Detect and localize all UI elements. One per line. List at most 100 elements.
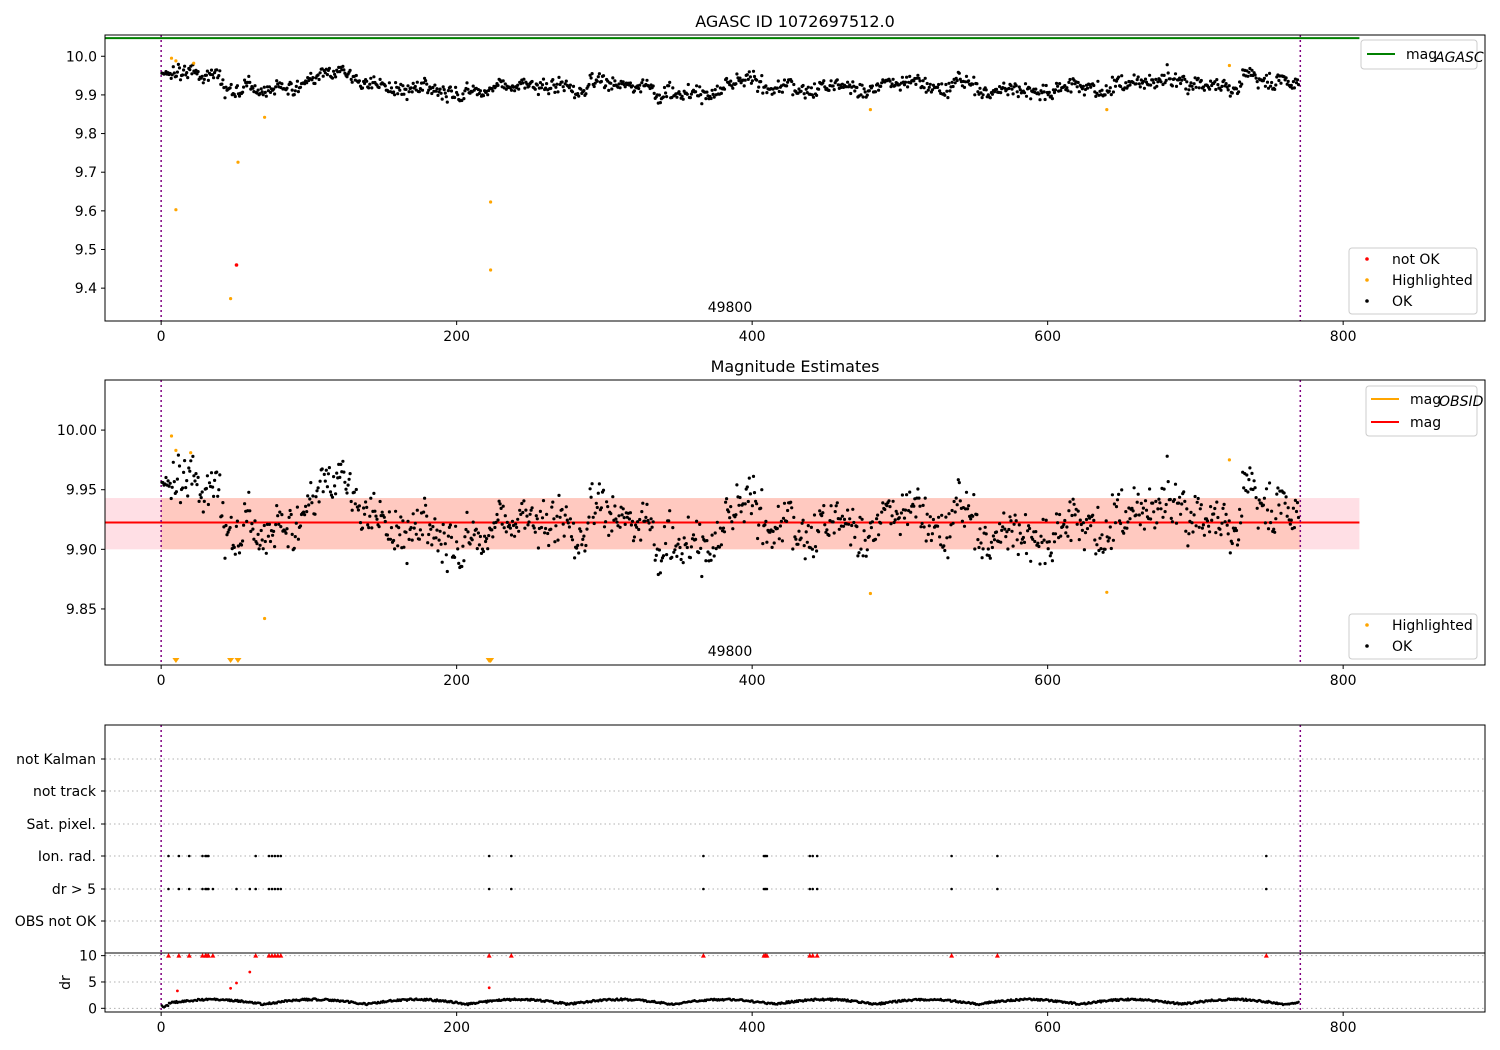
ok-point [1165, 454, 1169, 458]
ok-point [761, 542, 765, 546]
ok-point [242, 85, 246, 89]
ok-point [877, 533, 881, 537]
ok-point [957, 481, 961, 485]
ok-point [205, 69, 209, 73]
ok-point [285, 527, 289, 531]
ok-point [1238, 80, 1242, 84]
ok-point [424, 79, 428, 83]
legend-subscript: AGASC [1434, 50, 1484, 66]
ok-point [1262, 496, 1266, 500]
ok-point [680, 94, 684, 98]
ok-point [979, 91, 983, 95]
ok-point [564, 79, 568, 83]
ok-point [341, 64, 345, 68]
ok-point [370, 86, 374, 90]
ok-point [772, 91, 776, 95]
ok-point [900, 75, 905, 79]
ok-point [780, 90, 785, 94]
ok-point [1083, 531, 1088, 535]
ok-point [678, 545, 682, 550]
ok-point [848, 517, 852, 521]
ok-point [665, 553, 669, 557]
ok-point [229, 82, 233, 87]
ok-point [922, 525, 926, 529]
ok-point [268, 90, 273, 94]
ok-point [189, 459, 193, 463]
ok-point [235, 84, 239, 88]
ok-point [761, 91, 765, 95]
ok-point [700, 574, 704, 579]
ok-point [1069, 538, 1073, 543]
ok-point [1037, 544, 1041, 549]
ok-point [601, 74, 606, 78]
ok-point [861, 554, 865, 558]
ok-point [343, 480, 347, 484]
ok-point [177, 66, 182, 70]
ok-point [1201, 523, 1205, 527]
ok-point [1122, 531, 1126, 535]
ok-point [709, 96, 713, 101]
ok-point [1163, 510, 1167, 514]
ok-point [1259, 501, 1263, 505]
ok-point [772, 541, 776, 545]
ok-point [857, 551, 861, 555]
ok-point [1219, 533, 1223, 537]
ok-point [404, 87, 408, 91]
ok-point [298, 524, 303, 528]
ok-point [811, 555, 816, 559]
ok-point [1135, 78, 1139, 82]
ok-point [840, 514, 845, 518]
ok-point [571, 521, 576, 525]
ok-point [958, 499, 962, 503]
ok-point [1174, 84, 1179, 88]
ok-point [576, 92, 580, 96]
ok-point [953, 81, 957, 85]
ok-point [1126, 520, 1130, 524]
ok-point [1103, 547, 1107, 551]
ok-point [544, 526, 548, 531]
ok-point [1151, 501, 1155, 505]
ok-point [363, 512, 367, 516]
ok-point [952, 499, 956, 504]
ok-point [252, 537, 256, 541]
ok-point [568, 83, 573, 87]
ok-point [746, 77, 750, 81]
ok-point [338, 70, 342, 74]
ok-point [171, 65, 175, 69]
ok-point [675, 554, 679, 559]
ok-point [610, 529, 614, 533]
ok-point [292, 546, 296, 550]
ok-point [1066, 89, 1070, 93]
ok-point [579, 529, 583, 533]
ok-point [1246, 74, 1250, 78]
ok-point [1068, 77, 1072, 82]
ok-point [1117, 492, 1121, 496]
ok-point [1041, 517, 1045, 522]
ok-point [1213, 80, 1217, 84]
ok-point [861, 95, 865, 99]
ok-point [464, 527, 468, 532]
ok-point [380, 510, 384, 514]
ok-point [591, 515, 595, 519]
plot-frame [104, 379, 1486, 666]
ok-point [917, 76, 921, 80]
ok-point [205, 474, 209, 478]
ok-point [984, 532, 988, 536]
ok-point [211, 73, 215, 77]
ok-point [338, 475, 342, 479]
ok-point [353, 502, 357, 506]
ok-point [276, 514, 280, 518]
ok-point [263, 539, 267, 544]
ok-point [1049, 551, 1053, 555]
ok-point [1033, 539, 1037, 544]
ok-point [916, 487, 920, 491]
highlighted-series [169, 56, 1231, 301]
ok-point [1265, 508, 1270, 512]
ok-point [998, 85, 1002, 89]
ok-point [1113, 521, 1118, 525]
ok-point [705, 90, 709, 94]
ok-point [425, 82, 429, 86]
ok-point [1140, 511, 1144, 515]
flag-point [1265, 854, 1268, 858]
ok-point [849, 91, 853, 96]
